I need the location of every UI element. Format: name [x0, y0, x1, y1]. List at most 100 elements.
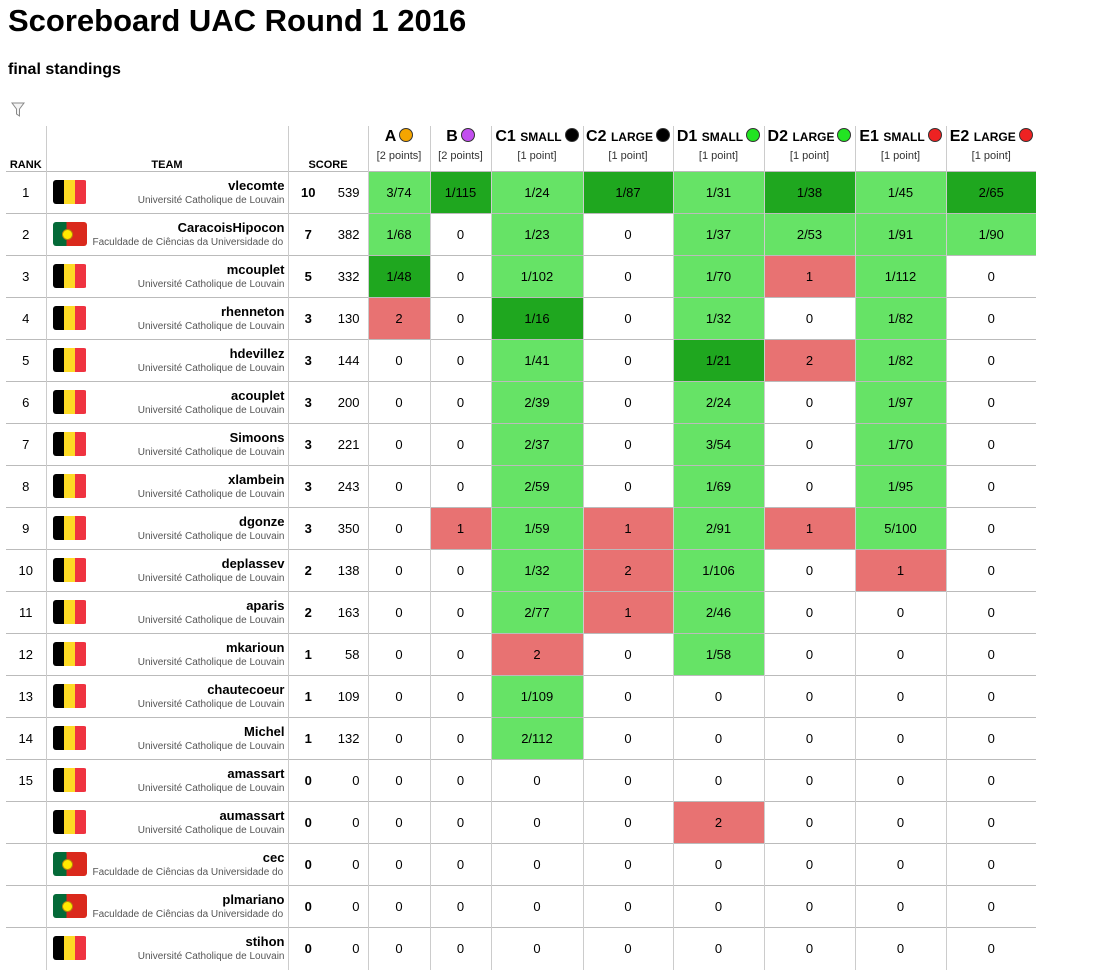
problem-cell-c1: 2/39 [490, 381, 583, 424]
problem-cell-e2: 0 [945, 423, 1036, 466]
score-cell: 1 132 [287, 717, 368, 760]
table-row: 9 dgonze Université Catholique de Louvain 3… [6, 507, 1036, 550]
problem-cell-a: 0 [367, 381, 430, 424]
team-name: hdevillez [229, 346, 285, 361]
problem-cell-d2: 0 [763, 633, 855, 676]
problem-header-e2[interactable]: E2 large [1 point] [945, 126, 1036, 172]
team-affiliation: Université Catholique de Louvain [137, 699, 285, 710]
problem-header-c2[interactable]: C2 large [1 point] [582, 126, 673, 172]
problem-header-d1[interactable]: D1 small [1 point] [672, 126, 764, 172]
problem-cell-c2: 2 [582, 549, 673, 592]
problem-header-b[interactable]: B [2 points] [429, 126, 491, 172]
problem-cell-b: 0 [429, 927, 491, 970]
problem-header-a[interactable]: A [2 points] [367, 126, 430, 172]
problem-cell-a: 0 [367, 465, 430, 508]
penalty-time: 539 [337, 185, 360, 200]
table-row: aumassart Université Catholique de Louvai… [6, 801, 1036, 844]
team-affiliation: Faculdade de Ciências da Universidade do… [92, 237, 285, 248]
table-row: 6 acouplet Université Catholique de Louvai… [6, 381, 1036, 424]
problem-header-e1[interactable]: E1 small [1 point] [854, 126, 946, 172]
team-cell[interactable]: hdevillez Université Catholique de Louvai… [45, 339, 288, 382]
filter-icon-graphic [11, 102, 25, 117]
problem-cell-d2: 0 [763, 885, 855, 928]
problem-points: [2 points] [376, 150, 422, 162]
team-cell[interactable]: Simoons Université Catholique de Louvain [45, 423, 288, 466]
problem-cell-c1: 1/109 [490, 675, 583, 718]
team-cell[interactable]: xlambein Université Catholique de Louvain [45, 465, 288, 508]
rank-cell: 14 [6, 717, 46, 760]
team-affiliation: Université Catholique de Louvain [137, 573, 285, 584]
problem-points: [1 point] [608, 150, 648, 162]
problem-points: [1 point] [971, 150, 1011, 162]
problem-cell-e1: 0 [854, 633, 946, 676]
team-affiliation: Université Catholique de Louvain [137, 279, 285, 290]
team-name: Simoons [229, 430, 285, 445]
page-subtitle: final standings [8, 61, 121, 78]
solved-count: 3 [304, 353, 312, 368]
balloon-color-icon [399, 128, 414, 142]
team-cell[interactable]: plmariano Faculdade de Ciências da Univer… [45, 885, 288, 928]
rank-cell: 13 [6, 675, 46, 718]
solved-count: 7 [304, 227, 312, 242]
table-row: cec Faculdade de Ciências da Universidade… [6, 843, 1036, 886]
score-cell: 2 138 [287, 549, 368, 592]
score-cell: 10 539 [287, 171, 368, 214]
problem-cell-c2: 0 [582, 633, 673, 676]
solved-count: 1 [304, 647, 312, 662]
scoreboard-body: 1 vlecomte Université Catholique de Louvai… [6, 171, 1036, 970]
team-cell[interactable]: aumassart Université Catholique de Louvai… [45, 801, 288, 844]
problem-cell-c1: 1/16 [490, 297, 583, 340]
filter-icon[interactable] [11, 102, 25, 118]
problem-name: A [369, 126, 430, 148]
team-cell[interactable]: amassart Université Catholique de Louvain [45, 759, 288, 802]
rank-cell [6, 801, 46, 844]
rank-cell: 11 [6, 591, 46, 634]
problem-cell-d2: 0 [763, 297, 855, 340]
team-cell[interactable]: aparis Université Catholique de Louvain [45, 591, 288, 634]
team-cell[interactable]: chautecoeur Université Catholique de Louv… [45, 675, 288, 718]
team-cell[interactable]: rhenneton Université Catholique de Louvai… [45, 297, 288, 340]
score-cell: 2 163 [287, 591, 368, 634]
problem-cell-c2: 0 [582, 339, 673, 382]
team-cell[interactable]: mcouplet Université Catholique de Louvain [45, 255, 288, 298]
score-cell: 3 200 [287, 381, 368, 424]
team-cell[interactable]: dgonze Université Catholique de Louvain [45, 507, 288, 550]
table-row: 5 hdevillez Université Catholique de Louva… [6, 339, 1036, 382]
belgium-flag-icon [52, 726, 87, 750]
score-header: SCORE [287, 126, 368, 172]
solved-count: 0 [304, 815, 312, 830]
team-cell[interactable]: deplassev Université Catholique de Louvai… [45, 549, 288, 592]
team-name: aparis [246, 598, 285, 613]
team-cell[interactable]: stihon Université Catholique de Louvain [45, 927, 288, 970]
team-cell[interactable]: CaracoisHipocon Faculdade de Ciências da … [45, 213, 288, 256]
problem-header-c1[interactable]: C1 small [1 point] [490, 126, 583, 172]
problem-points: [1 point] [880, 150, 921, 162]
problem-cell-d2: 0 [763, 759, 855, 802]
problem-cell-a: 0 [367, 927, 430, 970]
solved-count: 2 [304, 605, 312, 620]
problem-cell-c1: 0 [490, 801, 583, 844]
team-affiliation: Université Catholique de Louvain [137, 657, 285, 668]
team-cell[interactable]: cec Faculdade de Ciências da Universidade… [45, 843, 288, 886]
problem-cell-d1: 0 [672, 927, 764, 970]
team-cell[interactable]: vlecomte Université Catholique de Louvain [45, 171, 288, 214]
rank-cell [6, 927, 46, 970]
problem-cell-c2: 0 [582, 255, 673, 298]
problem-cell-d2: 1 [763, 255, 855, 298]
score-cell: 3 221 [287, 423, 368, 466]
table-row: stihon Université Catholique de Louvain 0 0… [6, 927, 1036, 970]
problem-cell-c1: 0 [490, 885, 583, 928]
penalty-time: 0 [352, 941, 360, 957]
problem-cell-d2: 0 [763, 801, 855, 844]
problem-cell-b: 0 [429, 465, 491, 508]
team-cell[interactable]: acouplet Université Catholique de Louvain [45, 381, 288, 424]
problem-header-d2[interactable]: D2 large [1 point] [763, 126, 855, 172]
problem-cell-b: 0 [429, 675, 491, 718]
problem-cell-e2: 0 [945, 675, 1036, 718]
team-cell[interactable]: Michel Université Catholique de Louvain [45, 717, 288, 760]
problem-cell-e1: 0 [854, 843, 946, 886]
problem-cell-d1: 1/70 [672, 255, 764, 298]
team-cell[interactable]: mkarioun Université Catholique de Louvain [45, 633, 288, 676]
